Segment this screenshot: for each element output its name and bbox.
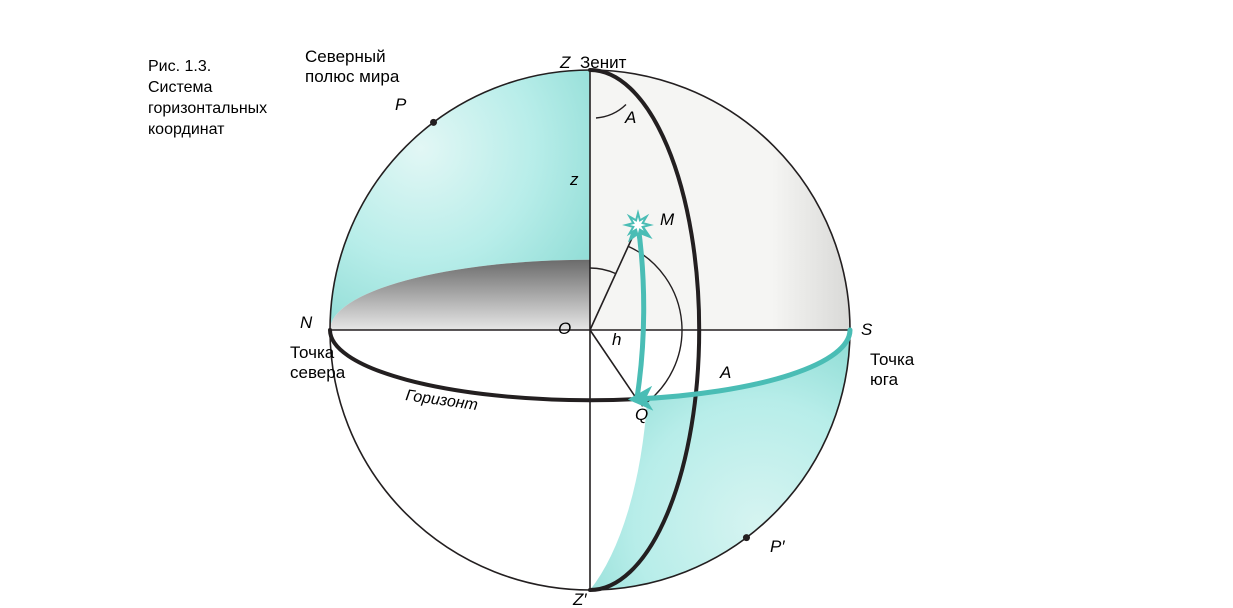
point-p: [430, 119, 437, 126]
label-caption_top_left: Северный: [305, 47, 386, 66]
label-Q: Q: [635, 405, 648, 424]
label-h: h: [612, 330, 621, 349]
label-zenith_word: Зенит: [580, 53, 627, 72]
point-p-prime: [743, 534, 750, 541]
label-z_angle: z: [569, 170, 579, 189]
label-caption_top_left: полюс мира: [305, 67, 400, 86]
label-south_point: юга: [870, 370, 899, 389]
label-A_bottom: A: [719, 363, 731, 382]
label-P: P: [395, 95, 407, 114]
label-S: S: [861, 320, 873, 339]
label-M: M: [660, 210, 675, 229]
stage: Рис. 1.3.Системагоризонтальныхкоординат …: [0, 0, 1233, 608]
label-Z_zenith_letter: Z: [559, 53, 571, 72]
label-P_prime: P′: [770, 537, 785, 556]
label-north_point: севера: [290, 363, 346, 382]
label-N: N: [300, 313, 313, 332]
label-Z_prime: Z′: [572, 590, 587, 608]
label-north_point: Точка: [290, 343, 335, 362]
label-A_top: A: [624, 108, 636, 127]
star-m: [626, 213, 650, 237]
label-south_point: Точка: [870, 350, 915, 369]
celestial-sphere-diagram: Северныйполюс мираZЗенитPAzMOhNТочкасеве…: [0, 0, 1233, 608]
label-O: O: [558, 319, 571, 338]
